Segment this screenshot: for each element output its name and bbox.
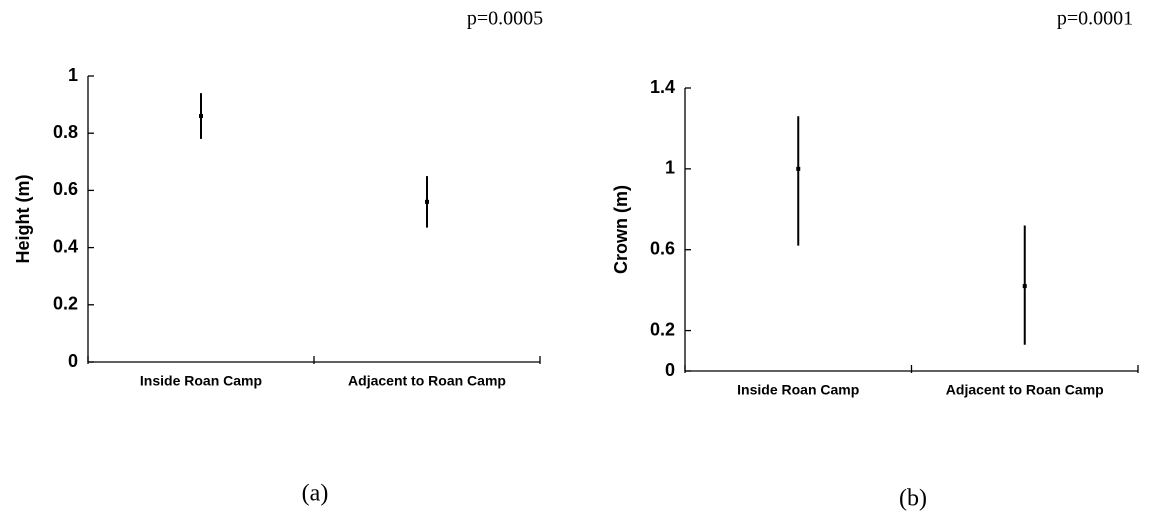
point — [796, 166, 801, 171]
y-tick-label: 0.2 — [650, 319, 675, 339]
y-tick-label: 0 — [665, 360, 675, 380]
panel-label: (a) — [302, 481, 329, 507]
annotation: p=0.0005 — [467, 8, 543, 30]
x-tick-label: Inside Roan Camp — [140, 373, 262, 389]
y-tick-label: 0.8 — [53, 122, 78, 142]
point — [199, 114, 203, 119]
panel-label: (b) — [899, 486, 927, 512]
y-tick-label: 0.6 — [53, 179, 78, 199]
y-tick-label: 0.6 — [650, 238, 675, 258]
y-tick-label: 1.4 — [650, 77, 675, 97]
point — [425, 199, 429, 204]
annotation: p=0.0001 — [1057, 8, 1133, 30]
y-axis-label: Crown (m) — [611, 185, 631, 274]
point — [1022, 284, 1027, 289]
y-tick-label: 0 — [68, 351, 78, 371]
x-tick-label: Adjacent to Roan Camp — [946, 382, 1104, 398]
x-tick-label: Adjacent to Roan Camp — [348, 373, 506, 389]
y-tick-label: 0.4 — [53, 236, 78, 256]
y-axis-label: Height (m) — [13, 175, 33, 264]
y-tick-label: 1 — [68, 65, 78, 85]
y-tick-label: 0.2 — [53, 294, 78, 314]
x-tick-label: Inside Roan Camp — [737, 382, 859, 398]
y-tick-label: 1 — [665, 158, 675, 178]
